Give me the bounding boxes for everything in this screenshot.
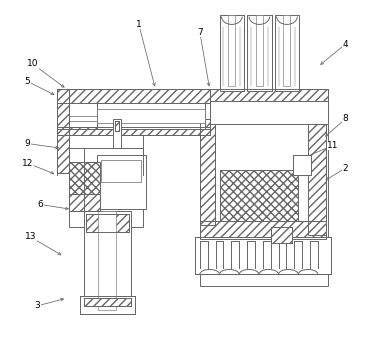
Bar	[115, 121, 119, 131]
Bar	[69, 194, 100, 211]
Bar	[69, 162, 100, 194]
Text: 4: 4	[343, 40, 348, 49]
Text: 5: 5	[25, 77, 30, 86]
Bar	[271, 227, 292, 243]
Bar	[86, 214, 129, 232]
Bar	[228, 15, 235, 86]
Bar	[200, 119, 215, 225]
Bar	[195, 237, 331, 274]
Bar	[57, 127, 210, 135]
Bar	[247, 15, 272, 91]
Bar	[113, 119, 121, 148]
Bar	[200, 221, 326, 239]
Bar	[200, 119, 215, 225]
Bar	[57, 89, 210, 103]
Bar	[84, 211, 131, 310]
Bar	[210, 89, 328, 101]
Bar	[275, 15, 299, 91]
Bar	[210, 89, 328, 101]
Bar	[57, 89, 69, 173]
Bar	[101, 160, 141, 182]
Bar	[84, 298, 131, 306]
Text: 3: 3	[35, 301, 40, 310]
Bar	[69, 162, 100, 194]
Bar	[210, 101, 328, 124]
Bar	[200, 221, 326, 239]
Bar	[220, 15, 244, 91]
Bar	[69, 194, 100, 211]
Bar	[84, 298, 131, 306]
Bar	[293, 155, 311, 175]
Bar	[220, 170, 298, 221]
Bar	[220, 170, 298, 221]
Bar	[200, 119, 328, 286]
Bar	[57, 89, 69, 173]
Text: 6: 6	[38, 200, 43, 209]
Bar	[69, 148, 143, 227]
Bar	[308, 119, 326, 235]
Bar	[308, 119, 326, 235]
Text: 7: 7	[197, 28, 203, 37]
Bar	[86, 214, 129, 232]
Text: 2: 2	[343, 164, 348, 173]
Text: 9: 9	[25, 139, 30, 148]
Bar	[80, 296, 135, 314]
Bar	[57, 103, 210, 129]
Bar	[256, 15, 263, 86]
Text: 8: 8	[343, 114, 348, 124]
Bar	[57, 89, 210, 103]
Bar	[57, 89, 210, 129]
Bar	[210, 89, 328, 124]
Bar	[98, 211, 116, 310]
Text: 12: 12	[22, 159, 33, 168]
Bar	[115, 121, 119, 131]
Text: 13: 13	[25, 232, 36, 242]
Bar	[195, 237, 331, 274]
Text: 1: 1	[136, 20, 142, 29]
Bar	[97, 155, 146, 209]
Bar	[57, 127, 210, 135]
Bar	[97, 109, 205, 123]
Bar	[271, 227, 292, 243]
Bar	[283, 15, 290, 86]
Text: 10: 10	[27, 59, 38, 68]
Text: 11: 11	[327, 141, 339, 150]
Bar	[97, 103, 205, 129]
